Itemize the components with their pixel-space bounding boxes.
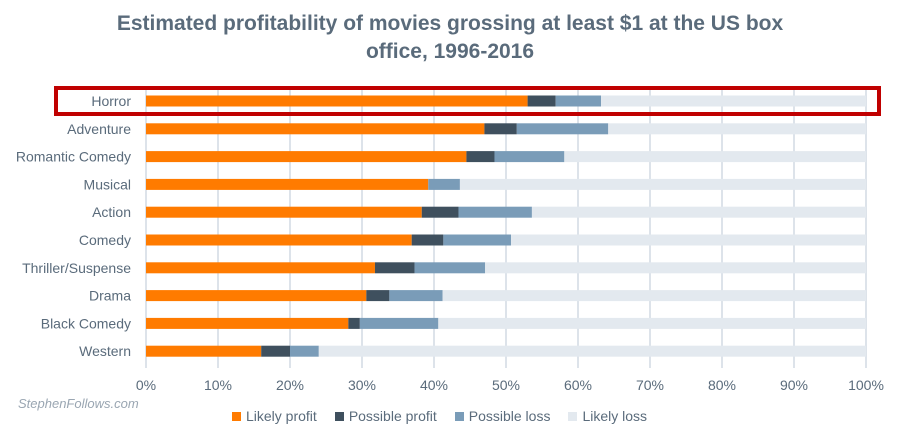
category-label: Thriller/Suspense (22, 260, 131, 276)
x-tick-label: 0% (136, 377, 156, 393)
credit-watermark: StephenFollows.com (18, 396, 139, 411)
bar-segment (516, 123, 609, 135)
legend-item: Likely profit (232, 408, 317, 424)
category-label: Comedy (79, 232, 131, 248)
category-label: Adventure (67, 121, 131, 137)
category-label: Musical (84, 176, 131, 192)
bar-segment (564, 151, 866, 163)
bar-segment (146, 234, 412, 246)
legend-item: Likely loss (568, 408, 647, 424)
category-label: Horror (91, 93, 131, 109)
bar-segment (466, 151, 495, 163)
category-label: Drama (89, 288, 131, 304)
legend-label: Possible profit (348, 408, 437, 424)
bar-segment (555, 95, 602, 107)
bar-segment (389, 290, 443, 302)
legend-item: Possible loss (454, 408, 551, 424)
bar-segment (531, 206, 866, 218)
bar-segment (527, 95, 556, 107)
bar-segment (443, 234, 512, 246)
bar-segment (414, 262, 486, 274)
bar-segment (484, 123, 517, 135)
x-tick-label: 50% (492, 377, 520, 393)
title-line-2: office, 1996-2016 (365, 40, 535, 63)
bar-segment (359, 317, 439, 329)
category-label: Romantic Comedy (16, 149, 131, 165)
x-tick-label: 70% (636, 377, 664, 393)
legend-swatch (454, 411, 464, 421)
x-tick-label: 60% (564, 377, 592, 393)
x-tick-label: 90% (780, 377, 808, 393)
bar-segment (146, 317, 349, 329)
bar-segment (428, 178, 460, 190)
highlight-box (54, 86, 881, 116)
bar-segment (146, 262, 375, 274)
bar-segment (438, 317, 866, 329)
bar-segment (146, 206, 422, 218)
bar-segment (348, 317, 360, 329)
legend-swatch (334, 411, 344, 421)
x-tick-label: 100% (848, 377, 884, 393)
bar-segment (442, 290, 866, 302)
legend-item: Possible profit (334, 408, 437, 424)
bar-segment (411, 234, 444, 246)
legend-label: Likely profit (246, 408, 317, 424)
bar-segment (485, 262, 866, 274)
bar-segment (494, 151, 565, 163)
bar-segment (146, 95, 528, 107)
title-line-1: Estimated profitability of movies grossi… (116, 12, 784, 35)
bar-segment (261, 345, 290, 357)
bar-segment (458, 206, 532, 218)
legend-swatch (232, 411, 241, 421)
bar-segment (421, 206, 459, 218)
category-label: Black Comedy (41, 315, 131, 331)
x-tick-label: 30% (348, 377, 376, 393)
legend-label: Possible loss (468, 408, 551, 424)
x-tick-label: 80% (708, 377, 736, 393)
bar-segment (318, 345, 866, 357)
bar-segment (608, 123, 866, 135)
bar-segment (146, 290, 367, 302)
bar-segment (511, 234, 866, 246)
bar-segment (146, 123, 485, 135)
bar-segment (146, 151, 467, 163)
x-tick-label: 10% (204, 377, 232, 393)
bar-segment (146, 345, 262, 357)
x-tick-label: 20% (276, 377, 304, 393)
legend-label: Likely loss (582, 408, 648, 424)
chart-title: Estimated profitability of movies grossi… (0, 10, 900, 66)
bar-segment (601, 95, 866, 107)
legend: Likely profit Possible profit Possible los… (232, 408, 647, 424)
bar-segment (366, 290, 390, 302)
bar-segment (146, 178, 429, 190)
legend-swatch (568, 411, 578, 421)
bar-segment (374, 262, 415, 274)
x-tick-label: 40% (420, 377, 448, 393)
bar-segment (459, 178, 866, 190)
category-label: Action (92, 204, 131, 220)
bar-segment (290, 345, 319, 357)
category-label: Western (79, 343, 131, 359)
